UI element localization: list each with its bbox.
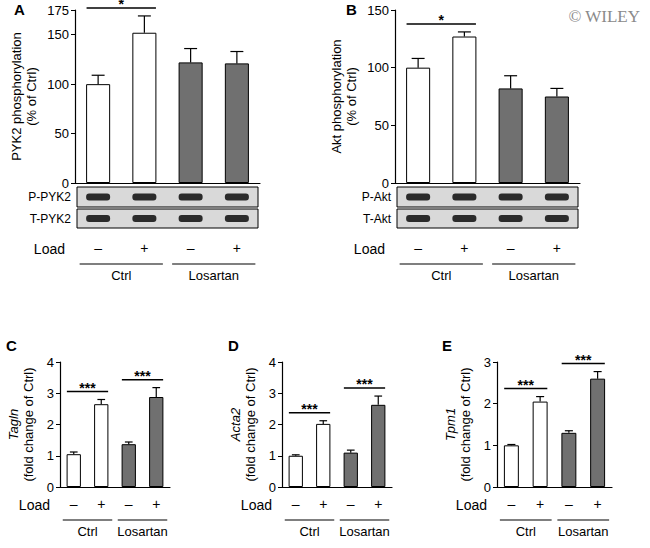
- svg-text:***: ***: [134, 368, 151, 384]
- svg-text:P-Akt: P-Akt: [362, 190, 392, 204]
- svg-text:(% of Ctrl): (% of Ctrl): [24, 67, 39, 126]
- svg-text:C: C: [6, 337, 17, 354]
- svg-text:2: 2: [269, 417, 276, 432]
- svg-text:P-PYK2: P-PYK2: [28, 190, 71, 204]
- svg-text:–: –: [94, 240, 102, 256]
- svg-text:3: 3: [47, 386, 54, 401]
- svg-text:+: +: [374, 496, 382, 512]
- svg-text:+: +: [97, 496, 105, 512]
- svg-text:Load: Load: [456, 497, 487, 513]
- svg-text:Acta2: Acta2: [228, 407, 243, 442]
- svg-text:Ctrl: Ctrl: [299, 524, 319, 539]
- svg-text:1: 1: [47, 448, 54, 463]
- svg-text:3: 3: [269, 386, 276, 401]
- svg-text:(fold change of Ctrl): (fold change of Ctrl): [243, 367, 258, 481]
- svg-text:150: 150: [367, 3, 389, 18]
- svg-text:50: 50: [375, 118, 389, 133]
- svg-text:Load: Load: [354, 241, 385, 257]
- svg-text:***: ***: [79, 380, 96, 396]
- svg-text:2: 2: [47, 417, 54, 432]
- svg-text:© WILEY: © WILEY: [568, 7, 640, 26]
- svg-text:(% of Ctrl): (% of Ctrl): [344, 67, 359, 126]
- svg-text:Load: Load: [19, 497, 50, 513]
- svg-text:***: ***: [356, 376, 373, 392]
- svg-text:–: –: [125, 496, 133, 512]
- svg-text:–: –: [507, 240, 515, 256]
- svg-text:Losartan: Losartan: [117, 524, 168, 539]
- svg-text:0: 0: [47, 480, 54, 495]
- svg-text:0: 0: [484, 480, 491, 495]
- svg-text:0: 0: [269, 480, 276, 495]
- svg-text:0: 0: [382, 176, 389, 191]
- svg-text:Losartan: Losartan: [508, 268, 559, 283]
- svg-text:T-Akt: T-Akt: [363, 212, 392, 226]
- svg-text:Load: Load: [241, 497, 272, 513]
- svg-text:A: A: [14, 1, 25, 18]
- svg-text:Akt phosphorylation: Akt phosphorylation: [329, 39, 344, 153]
- svg-text:***: ***: [575, 352, 592, 368]
- svg-text:Ctrl: Ctrl: [516, 524, 536, 539]
- svg-text:D: D: [228, 337, 239, 354]
- svg-text:–: –: [292, 496, 300, 512]
- svg-text:4: 4: [47, 355, 54, 370]
- svg-text:E: E: [442, 337, 452, 354]
- svg-text:Ctrl: Ctrl: [77, 524, 97, 539]
- svg-text:100: 100: [47, 77, 69, 92]
- svg-text:–: –: [507, 496, 515, 512]
- svg-text:1: 1: [269, 448, 276, 463]
- svg-text:Ctrl: Ctrl: [111, 268, 131, 283]
- svg-text:50: 50: [55, 126, 69, 141]
- svg-text:4: 4: [269, 355, 276, 370]
- svg-text:–: –: [70, 496, 78, 512]
- svg-text:*: *: [439, 12, 445, 28]
- svg-text:–: –: [414, 240, 422, 256]
- svg-text:Losartan: Losartan: [188, 268, 239, 283]
- svg-text:***: ***: [301, 401, 318, 417]
- svg-text:150: 150: [47, 27, 69, 42]
- svg-text:PYK2 phosphorylation: PYK2 phosphorylation: [9, 32, 24, 161]
- svg-text:***: ***: [518, 377, 535, 393]
- svg-text:*: *: [119, 0, 125, 12]
- svg-text:Load: Load: [34, 241, 65, 257]
- svg-text:+: +: [536, 496, 544, 512]
- svg-text:0: 0: [62, 176, 69, 191]
- svg-text:Losartan: Losartan: [339, 524, 390, 539]
- svg-text:Losartan: Losartan: [558, 524, 609, 539]
- svg-text:T-PYK2: T-PYK2: [30, 212, 72, 226]
- svg-text:–: –: [565, 496, 573, 512]
- svg-text:+: +: [140, 240, 148, 256]
- svg-text:(fold change of Ctrl): (fold change of Ctrl): [458, 367, 473, 481]
- svg-text:–: –: [347, 496, 355, 512]
- svg-text:Ctrl: Ctrl: [431, 268, 451, 283]
- svg-text:100: 100: [367, 60, 389, 75]
- svg-text:+: +: [460, 240, 468, 256]
- svg-text:+: +: [319, 496, 327, 512]
- svg-text:Tagln: Tagln: [6, 409, 21, 440]
- svg-text:1: 1: [484, 438, 491, 453]
- svg-text:+: +: [594, 496, 602, 512]
- svg-text:+: +: [152, 496, 160, 512]
- svg-text:(fold change of Ctrl): (fold change of Ctrl): [21, 367, 36, 481]
- svg-text:175: 175: [47, 3, 69, 18]
- svg-text:Tpm1: Tpm1: [443, 408, 458, 441]
- svg-text:3: 3: [484, 355, 491, 370]
- svg-text:–: –: [187, 240, 195, 256]
- svg-text:+: +: [233, 240, 241, 256]
- svg-text:B: B: [346, 1, 357, 18]
- svg-text:+: +: [553, 240, 561, 256]
- svg-text:2: 2: [484, 396, 491, 411]
